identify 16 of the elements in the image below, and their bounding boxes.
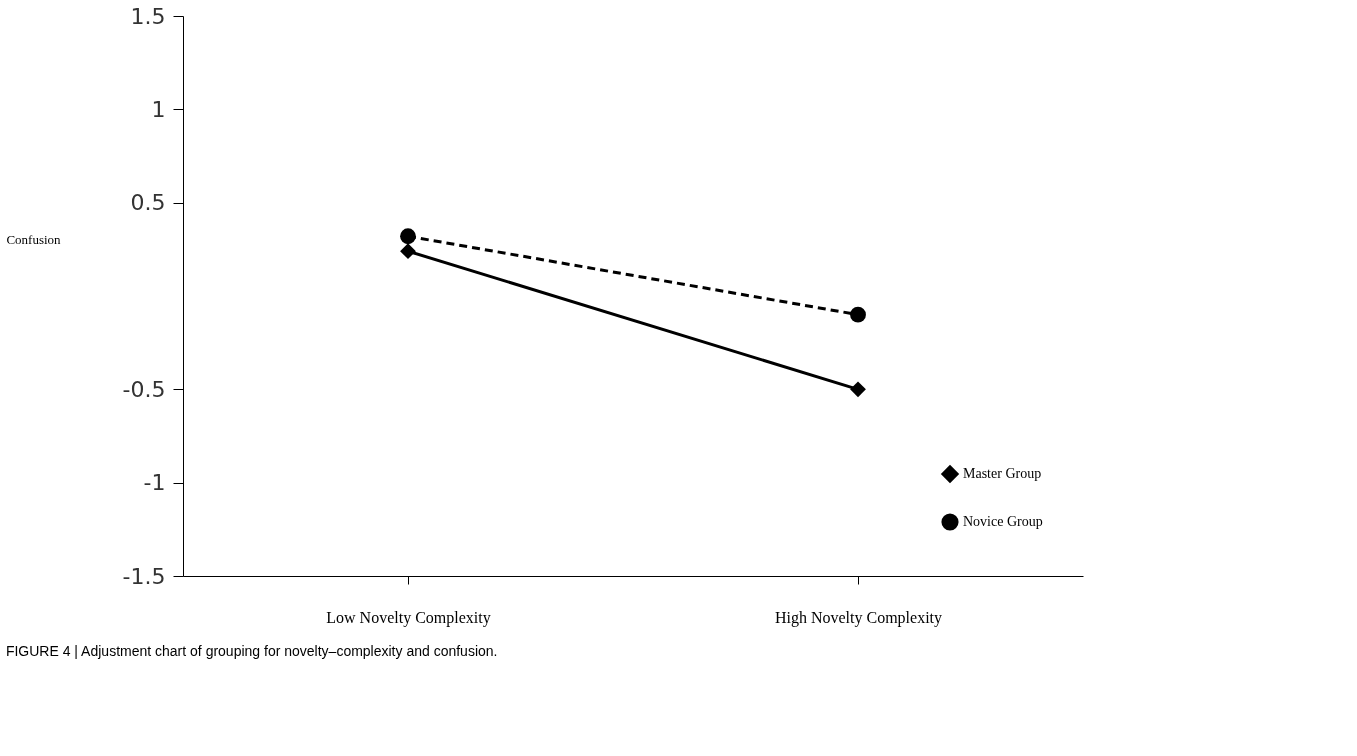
y-axis-title: Confusion [6,231,62,247]
y-tick-label: -1 [143,470,166,496]
y-tick-label: 0.5 [130,190,166,216]
y-tick-label: -1.5 [122,563,166,589]
y-tick-label: 1 [151,96,166,122]
caption: FIGURE 4 | Adjustment chart of grouping for novelty–complexity and confusion. [5,643,498,659]
point [850,381,866,398]
x-tick-label: Low Novelty Complexity [326,608,491,627]
point [400,243,416,260]
legend-label: Master Group [963,466,1042,481]
point [850,306,866,323]
y-tick-label: 1.5 [130,3,166,29]
legend-label: Novice Group [963,514,1043,529]
point [400,228,416,245]
x-tick-label: High Novelty Complexity [774,608,943,627]
y-tick-label: -0.5 [122,376,166,402]
